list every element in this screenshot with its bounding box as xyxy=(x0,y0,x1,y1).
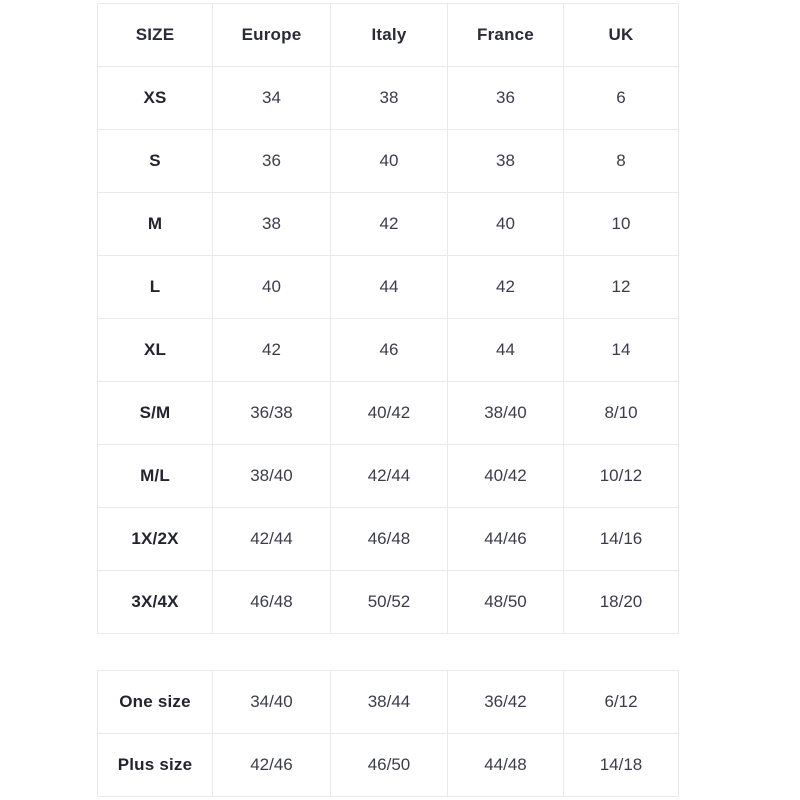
cell-europe: 34 xyxy=(212,66,331,130)
secondary-table-body: One size 34/40 38/44 36/42 6/12 Plus siz… xyxy=(97,670,679,797)
cell-europe: 42 xyxy=(212,318,331,382)
cell-size: M xyxy=(97,192,213,256)
cell-europe: 34/40 xyxy=(212,670,331,734)
cell-size: One size xyxy=(97,670,213,734)
table-separator xyxy=(97,634,678,670)
table-row: 3X/4X 46/48 50/52 48/50 18/20 xyxy=(97,570,679,634)
table-row: XS 34 38 36 6 xyxy=(97,66,679,130)
table-body: XS 34 38 36 6 S 36 40 38 8 M 38 42 40 10 xyxy=(97,66,679,634)
cell-size: Plus size xyxy=(97,733,213,797)
cell-uk: 10/12 xyxy=(563,444,679,508)
cell-size: XL xyxy=(97,318,213,382)
cell-europe: 36/38 xyxy=(212,381,331,445)
cell-uk: 8/10 xyxy=(563,381,679,445)
cell-france: 38 xyxy=(447,129,564,193)
cell-uk: 18/20 xyxy=(563,570,679,634)
column-header-uk: UK xyxy=(563,3,679,67)
cell-italy: 46/48 xyxy=(330,507,448,571)
cell-france: 40/42 xyxy=(447,444,564,508)
cell-italy: 42 xyxy=(330,192,448,256)
cell-italy: 40 xyxy=(330,129,448,193)
header-row: SIZE Europe Italy France UK xyxy=(97,3,679,67)
table-row: L 40 44 42 12 xyxy=(97,255,679,319)
cell-italy: 44 xyxy=(330,255,448,319)
cell-france: 44/48 xyxy=(447,733,564,797)
cell-europe: 36 xyxy=(212,129,331,193)
cell-uk: 14/18 xyxy=(563,733,679,797)
table-header: SIZE Europe Italy France UK xyxy=(97,3,679,67)
cell-uk: 10 xyxy=(563,192,679,256)
cell-europe: 42/46 xyxy=(212,733,331,797)
cell-size: XS xyxy=(97,66,213,130)
cell-france: 44/46 xyxy=(447,507,564,571)
table-row: Plus size 42/46 46/50 44/48 14/18 xyxy=(97,733,679,797)
column-header-france: France xyxy=(447,3,564,67)
cell-size: S xyxy=(97,129,213,193)
cell-italy: 38 xyxy=(330,66,448,130)
cell-italy: 42/44 xyxy=(330,444,448,508)
column-header-size: SIZE xyxy=(97,3,213,67)
table-row: S 36 40 38 8 xyxy=(97,129,679,193)
cell-europe: 38 xyxy=(212,192,331,256)
cell-size: 1X/2X xyxy=(97,507,213,571)
cell-europe: 40 xyxy=(212,255,331,319)
cell-italy: 40/42 xyxy=(330,381,448,445)
table-row: XL 42 46 44 14 xyxy=(97,318,679,382)
cell-italy: 38/44 xyxy=(330,670,448,734)
cell-italy: 46 xyxy=(330,318,448,382)
cell-size: 3X/4X xyxy=(97,570,213,634)
table-row: 1X/2X 42/44 46/48 44/46 14/16 xyxy=(97,507,679,571)
cell-size: S/M xyxy=(97,381,213,445)
cell-france: 36 xyxy=(447,66,564,130)
cell-size: M/L xyxy=(97,444,213,508)
cell-uk: 14/16 xyxy=(563,507,679,571)
cell-size: L xyxy=(97,255,213,319)
table-row: M/L 38/40 42/44 40/42 10/12 xyxy=(97,444,679,508)
cell-italy: 50/52 xyxy=(330,570,448,634)
cell-france: 38/40 xyxy=(447,381,564,445)
cell-uk: 14 xyxy=(563,318,679,382)
cell-italy: 46/50 xyxy=(330,733,448,797)
size-conversion-table: SIZE Europe Italy France UK XS 34 38 36 … xyxy=(97,3,679,634)
cell-france: 36/42 xyxy=(447,670,564,734)
cell-europe: 46/48 xyxy=(212,570,331,634)
table-row: S/M 36/38 40/42 38/40 8/10 xyxy=(97,381,679,445)
cell-uk: 6/12 xyxy=(563,670,679,734)
cell-europe: 42/44 xyxy=(212,507,331,571)
cell-uk: 12 xyxy=(563,255,679,319)
column-header-europe: Europe xyxy=(212,3,331,67)
cell-france: 40 xyxy=(447,192,564,256)
table-row: One size 34/40 38/44 36/42 6/12 xyxy=(97,670,679,734)
cell-france: 48/50 xyxy=(447,570,564,634)
one-size-plus-size-table: One size 34/40 38/44 36/42 6/12 Plus siz… xyxy=(97,670,679,797)
column-header-italy: Italy xyxy=(330,3,448,67)
table-row: M 38 42 40 10 xyxy=(97,192,679,256)
cell-europe: 38/40 xyxy=(212,444,331,508)
cell-france: 44 xyxy=(447,318,564,382)
cell-uk: 6 xyxy=(563,66,679,130)
cell-france: 42 xyxy=(447,255,564,319)
cell-uk: 8 xyxy=(563,129,679,193)
